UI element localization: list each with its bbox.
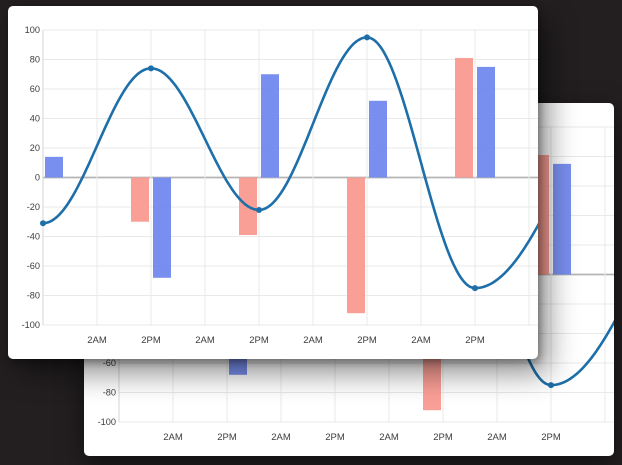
y-tick-label: 20 xyxy=(30,143,40,153)
y-tick-label: 100 xyxy=(25,25,40,35)
y-axis-labels: 100 80 60 40 20 0 -20 -40 -60 -80 -100 xyxy=(22,25,40,330)
x-tick-label: 2PM xyxy=(357,335,377,346)
y-tick-label: 0 xyxy=(35,173,40,183)
line-point-marker[interactable] xyxy=(364,34,370,41)
x-tick-label: 2PM xyxy=(433,432,453,443)
y-tick-label: 80 xyxy=(30,55,40,65)
bar-series-red-bar[interactable] xyxy=(347,177,365,314)
x-tick-label: 2AM xyxy=(271,432,291,443)
line-point-marker[interactable] xyxy=(472,285,478,292)
y-tick-label: -80 xyxy=(27,291,40,301)
x-tick-label: 2PM xyxy=(465,335,485,346)
bar-series-blue-bar[interactable] xyxy=(261,74,279,178)
line-point-marker[interactable] xyxy=(548,382,554,389)
y-tick-label: -20 xyxy=(27,202,40,212)
bar-groups xyxy=(45,58,495,314)
line-point-marker[interactable] xyxy=(148,65,154,72)
combo-chart-front[interactable]: 100 80 60 40 20 0 -20 -40 -60 -80 -100 2AM 2PM 2AM 2PM… xyxy=(8,6,538,359)
bar-series-blue-bar[interactable] xyxy=(369,100,387,178)
x-tick-label: 2AM xyxy=(87,335,107,346)
y-tick-label: -60 xyxy=(103,358,116,368)
bar-series-blue-bar[interactable] xyxy=(45,156,63,178)
bar-series-red-bar[interactable] xyxy=(131,177,149,222)
x-tick-label: 2AM xyxy=(195,335,215,346)
y-tick-label: 40 xyxy=(30,114,40,124)
bar-series-blue-bar[interactable] xyxy=(153,177,171,278)
y-tick-label: -40 xyxy=(27,232,40,242)
bar-series-red-bar[interactable] xyxy=(455,58,473,178)
x-tick-label: 2AM xyxy=(411,335,431,346)
x-axis-labels: 2AM 2PM 2AM 2PM 2AM 2PM 2AM 2PM xyxy=(163,432,561,443)
y-tick-label: -80 xyxy=(103,388,116,398)
trend-line[interactable] xyxy=(41,36,538,290)
line-point-marker[interactable] xyxy=(256,206,262,213)
y-tick-label: -60 xyxy=(27,261,40,271)
x-tick-label: 2PM xyxy=(141,335,161,346)
bar-series-blue-bar[interactable] xyxy=(477,66,495,178)
x-tick-label: 2PM xyxy=(249,335,269,346)
x-axis-labels: 2AM 2PM 2AM 2PM 2AM 2PM 2AM 2PM xyxy=(87,335,485,346)
x-tick-label: 2AM xyxy=(163,432,183,443)
x-tick-label: 2AM xyxy=(487,432,507,443)
y-tick-label: -100 xyxy=(22,320,40,330)
x-tick-label: 2AM xyxy=(379,432,399,443)
y-tick-label: 60 xyxy=(30,84,40,94)
x-tick-label: 2AM xyxy=(303,335,323,346)
front-chart-card: 100 80 60 40 20 0 -20 -40 -60 -80 -100 2AM 2PM 2AM 2PM… xyxy=(8,6,538,359)
x-tick-label: 2PM xyxy=(541,432,561,443)
x-tick-label: 2PM xyxy=(325,432,345,443)
bar-series-blue-bar[interactable] xyxy=(553,163,571,275)
x-tick-label: 2PM xyxy=(217,432,237,443)
y-tick-label: -100 xyxy=(98,417,116,427)
line-point-marker[interactable] xyxy=(40,220,46,227)
